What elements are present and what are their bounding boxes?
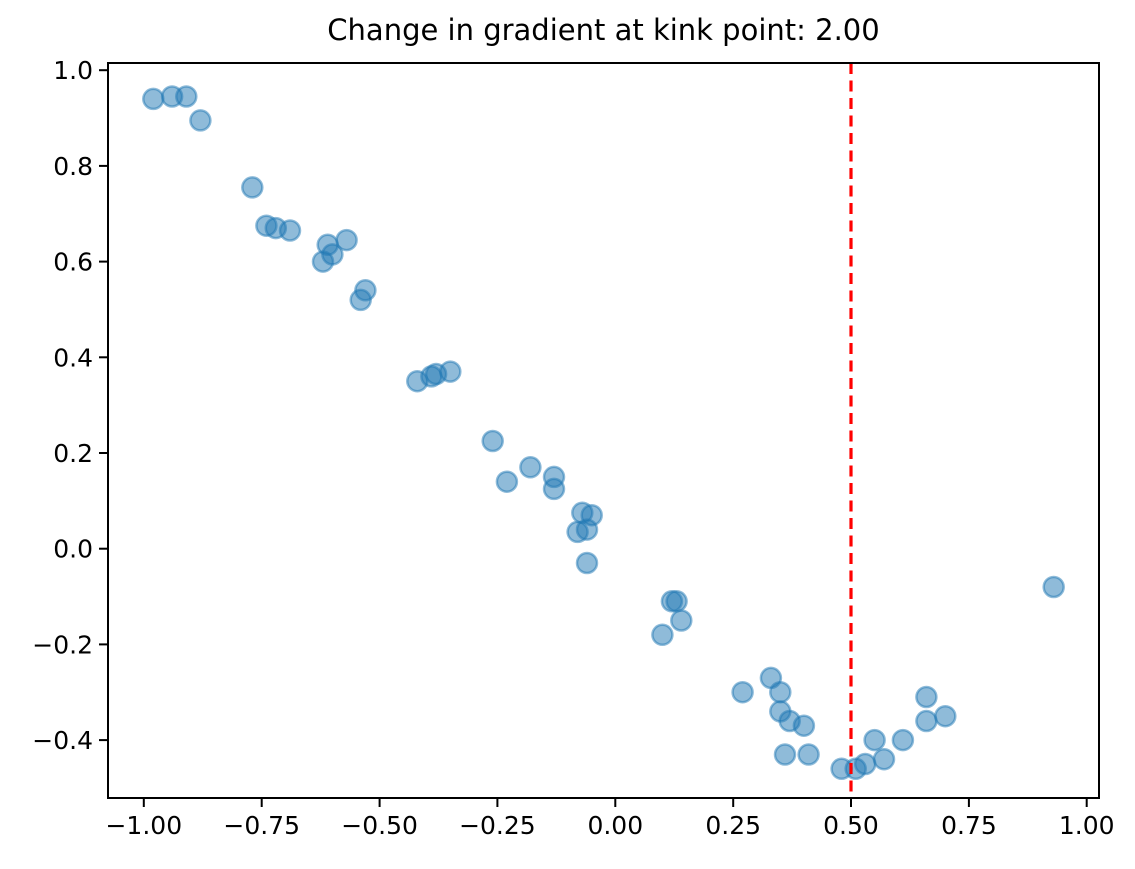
x-tick-label: 0.25	[705, 811, 761, 840]
scatter-point	[175, 85, 198, 108]
scatter-point	[575, 551, 599, 575]
scatter-point	[863, 728, 886, 752]
scatter-point	[891, 728, 915, 752]
scatter-point	[670, 609, 693, 632]
x-tick-label: −0.75	[223, 811, 300, 840]
scatter-point	[915, 685, 938, 709]
scatter-point	[321, 243, 344, 266]
scatter-point	[481, 429, 504, 453]
scatter-point	[853, 752, 877, 776]
x-tick-label: 0.00	[587, 811, 643, 840]
y-tick-label: 0.6	[53, 248, 93, 277]
x-tick-label: −1.00	[105, 811, 182, 840]
scatter-point	[792, 714, 816, 737]
scatter-point	[189, 109, 212, 132]
x-tick-label: 0.50	[823, 811, 879, 840]
scatter-point	[934, 704, 957, 728]
y-tick-label: 0.8	[53, 152, 93, 181]
scatter-point	[1042, 575, 1065, 599]
axes-box	[107, 62, 1100, 799]
scatter-point	[519, 456, 542, 479]
x-tick-label: −0.25	[459, 811, 536, 840]
x-tick-label: −0.50	[341, 811, 418, 840]
scatter-point	[495, 470, 519, 493]
scatter-point	[773, 743, 797, 766]
scatter-point	[354, 279, 377, 302]
scatter-point	[580, 503, 603, 527]
y-tick-label: 0.2	[53, 439, 93, 468]
scatter-point	[651, 623, 674, 647]
scatter-point	[915, 709, 938, 733]
scatter-point	[278, 219, 302, 242]
scatter-point	[797, 743, 820, 766]
scatter-point	[142, 87, 165, 111]
scatter-point	[731, 680, 754, 704]
scatter-point	[335, 228, 358, 252]
y-tick-label: 1.0	[53, 56, 93, 85]
x-tick-label: 1.00	[1059, 811, 1115, 840]
scatter-point	[439, 360, 462, 383]
y-tick-label: −0.4	[32, 726, 93, 755]
y-tick-label: 0.4	[53, 343, 93, 372]
y-tick-label: −0.2	[32, 630, 93, 659]
chart-title: Change in gradient at kink point: 2.00	[327, 13, 880, 47]
x-tick-label: 0.75	[941, 811, 997, 840]
scatter-point	[769, 680, 792, 704]
y-tick-label: 0.0	[53, 535, 93, 564]
scatter-point	[241, 176, 264, 199]
scatter-point	[665, 590, 688, 613]
scatter-point	[542, 477, 566, 501]
scatter-point	[872, 747, 896, 771]
